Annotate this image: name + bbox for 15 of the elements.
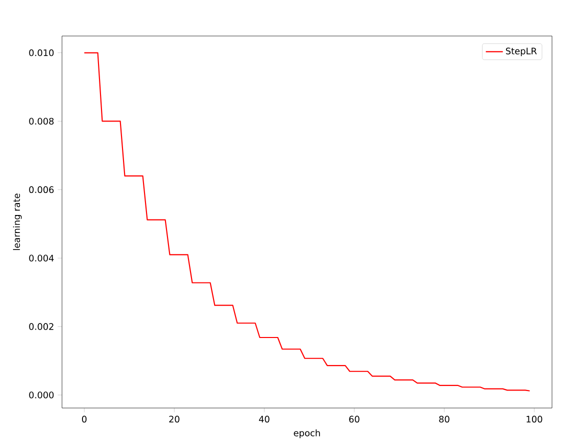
x-tick-label: 60 bbox=[349, 416, 360, 423]
y-axis-title: learning rate bbox=[13, 194, 22, 250]
x-tick-label: 100 bbox=[526, 416, 542, 423]
y-tick-label: 0.004 bbox=[29, 254, 54, 262]
y-tick-label: 0.010 bbox=[29, 49, 54, 56]
x-tick-label: 0 bbox=[82, 416, 87, 423]
legend-label: StepLR bbox=[506, 48, 537, 56]
x-tick-label: 40 bbox=[258, 416, 270, 423]
y-tick-label: 0.008 bbox=[29, 118, 54, 125]
x-tick-label: 20 bbox=[169, 416, 180, 423]
y-tick-label: 0.000 bbox=[29, 392, 54, 398]
y-tick-label: 0.002 bbox=[29, 323, 54, 330]
x-tick-label: 80 bbox=[439, 416, 450, 423]
y-tick-label: 0.006 bbox=[29, 186, 54, 194]
x-axis-title: epoch bbox=[294, 429, 320, 438]
